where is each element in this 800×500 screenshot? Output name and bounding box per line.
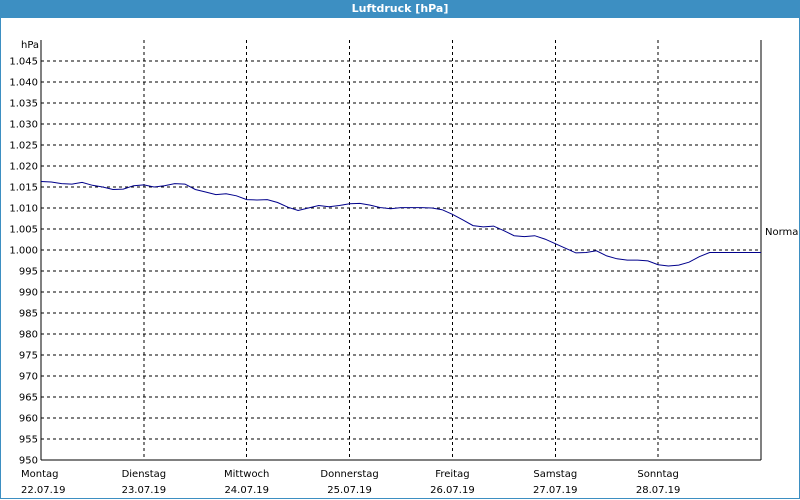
y-tick-label: 1.045	[9, 57, 38, 68]
y-tick-label: 960	[19, 414, 38, 425]
pressure-chart: 950 955 960 965 970 975 980 985 990 995 1.000 1.005…	[9, 40, 799, 496]
y-tick-label: 1.010	[9, 204, 38, 215]
x-tick-date-label: 24.07.19	[224, 485, 269, 496]
x-tick-day-label: Dienstag	[122, 469, 167, 480]
y-tick-label: 995	[19, 267, 38, 278]
y-tick-label: 1.040	[9, 78, 38, 89]
y-tick-label: 1.035	[9, 99, 38, 110]
reference-line-label: Normal	[765, 227, 799, 238]
x-tick-date-label: 28.07.19	[636, 485, 681, 496]
y-tick-label: 975	[19, 351, 38, 362]
x-tick-date-label: 25.07.19	[327, 485, 372, 496]
y-tick-label: 970	[19, 372, 38, 383]
x-tick-day-label: Mittwoch	[224, 469, 269, 480]
y-tick-label: 1.030	[9, 120, 38, 131]
y-tick-label: 955	[19, 435, 38, 446]
y-tick-label: 1.000	[9, 246, 38, 257]
x-tick-day-label: Sonntag	[637, 469, 679, 480]
axes	[40, 40, 762, 461]
x-tick-day-label: Samstag	[533, 469, 577, 480]
y-tick-label: 1.020	[9, 162, 38, 173]
series	[40, 181, 761, 267]
y-tick-label: 985	[19, 309, 38, 320]
x-tick-day-label: Donnerstag	[320, 469, 378, 480]
y-tick-label: 990	[19, 288, 38, 299]
x-tick-day-label: Freitag	[435, 469, 469, 480]
y-tick-label: 1.025	[9, 141, 38, 152]
x-tick-date-label: 27.07.19	[533, 485, 578, 496]
chart-panel: 950 955 960 965 970 975 980 985 990 995 1.000 1.005…	[0, 18, 800, 499]
y-tick-label: 980	[19, 330, 38, 341]
y-tick-label: 950	[19, 456, 38, 467]
pressure-series-line	[40, 181, 761, 267]
labels: 950 955 960 965 970 975 980 985 990 995 1.000 1.005…	[9, 40, 799, 496]
x-tick-date-label: 23.07.19	[122, 485, 167, 496]
y-tick-label: 965	[19, 393, 38, 404]
x-tick-date-label: 22.07.19	[21, 485, 66, 496]
grid	[41, 40, 761, 460]
x-tick-date-label: 26.07.19	[430, 485, 475, 496]
chart-title: Luftdruck [hPa]	[0, 0, 800, 18]
y-tick-label: 1.005	[9, 225, 38, 236]
y-axis-label: hPa	[21, 40, 39, 51]
x-tick-day-label: Montag	[21, 469, 58, 480]
y-tick-label: 1.015	[9, 183, 38, 194]
